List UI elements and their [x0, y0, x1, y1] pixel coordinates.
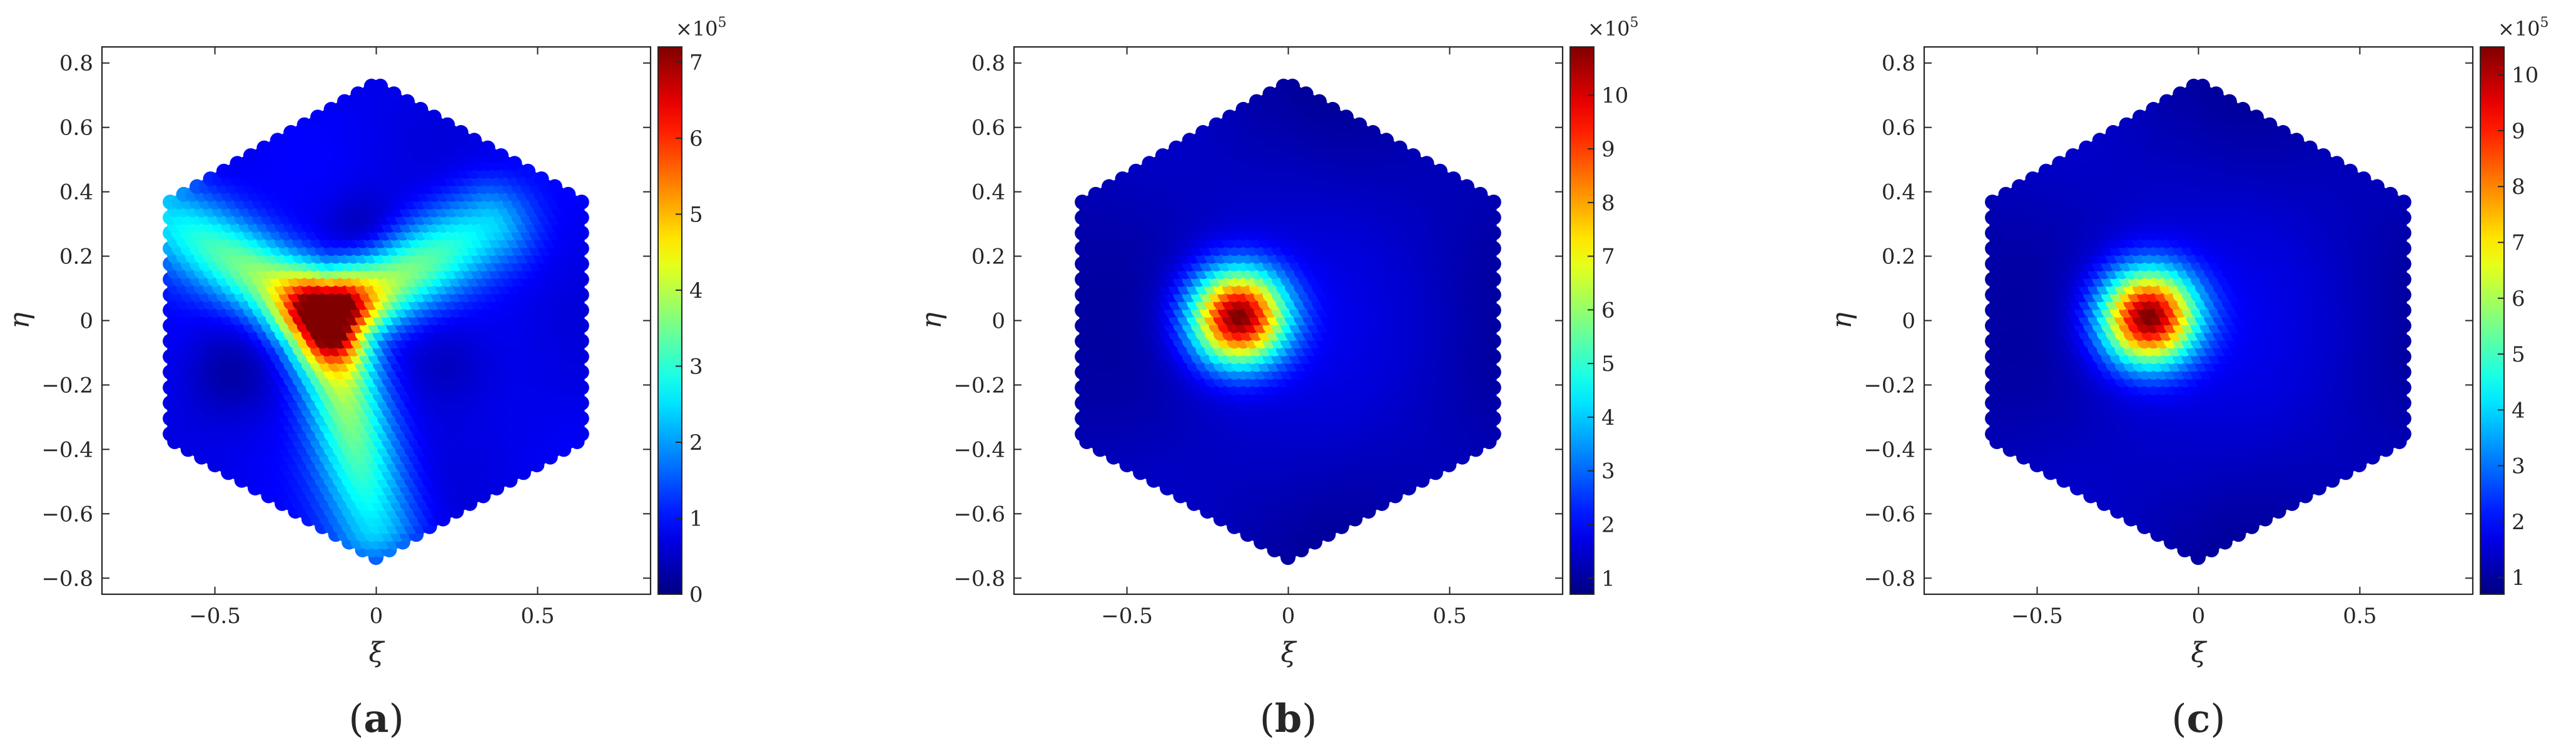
heatmap-cell — [467, 133, 482, 148]
y-tick-label: 0.8 — [971, 51, 1005, 76]
colorbar-tick-label: 6 — [689, 126, 703, 151]
colorbar-tick-label: 4 — [689, 278, 703, 303]
y-tick-label: −0.6 — [41, 502, 93, 527]
colorbar-tick-label: 2 — [689, 430, 703, 455]
heatmap-cell — [400, 94, 415, 109]
y-tick-label: 0.4 — [971, 180, 1005, 205]
heatmap-cell — [373, 78, 388, 94]
heatmap-cell — [440, 117, 455, 133]
colorbar-tick-label: 6 — [1601, 298, 1615, 323]
heatmap-cell — [1473, 186, 1488, 202]
y-tick-label: 0.2 — [59, 245, 93, 270]
y-tick-label: −0.6 — [953, 502, 1005, 527]
heatmap-cell — [1285, 78, 1301, 94]
y-tick-label: 0.8 — [59, 51, 93, 76]
heatmap-cell — [1298, 86, 1314, 102]
colorbar-tick-label: 7 — [1601, 245, 1615, 270]
heatmap-cell — [480, 140, 495, 156]
panels: −0.5 0 0.5 0.8 0.6 0.4 0.2 0 −0.2 −0.4 −0.6 −0.8 ξ η 0… — [4, 15, 2549, 741]
heatmap-cell — [453, 124, 469, 140]
x-axis-label: ξ — [1280, 637, 1297, 669]
heatmap-cell — [560, 186, 576, 202]
heatmap-cell — [386, 86, 402, 102]
y-axis-label: η — [4, 312, 36, 328]
panel-c: −0.5 0 0.50.80.60.40.20−0.2−0.4−0.6−0.8ξη1… — [1826, 15, 2549, 741]
heatmap-cell — [1352, 117, 1367, 133]
y-tick-label: −0.4 — [41, 437, 93, 462]
y-tick-label: −0.4 — [953, 437, 1005, 462]
panel-b: −0.5 0 0.5 0.8 0.6 0.4 0.2 0 −0.2 −0.4 −0.6 −0.8 ξ η 1… — [916, 15, 1639, 741]
heatmap-cell — [547, 179, 562, 195]
colorbar — [657, 46, 682, 595]
heatmap-cells — [163, 78, 589, 565]
y-tick-label: 0 — [79, 309, 93, 334]
y-tick-label: 0.6 — [971, 116, 1005, 141]
heatmap-cell — [1433, 163, 1448, 179]
colorbar-tick-label: 5 — [1601, 352, 1615, 377]
colorbar-tick-label: 3 — [1601, 459, 1615, 484]
panel-a: −0.5 0 0.5 0.8 0.6 0.4 0.2 0 −0.2 −0.4 −0.6 −0.8 ξ η 0… — [4, 15, 727, 741]
colorbar — [1569, 46, 1595, 595]
x-tick-label: −0.5 — [1101, 604, 1153, 629]
x-tick-label: −0.5 — [189, 604, 241, 629]
colorbar-tick-label: 9 — [1601, 137, 1615, 162]
colorbar-tick-label: 3 — [689, 354, 703, 379]
y-tick-label: −0.8 — [41, 566, 93, 591]
panel-label: (b) — [1260, 696, 1317, 741]
colorbar-tick-label: 8 — [1601, 191, 1615, 216]
colorbar-tick-label: 5 — [689, 202, 703, 227]
colorbar-tick-label: 0 — [689, 582, 703, 607]
heatmap-cell — [1419, 156, 1434, 171]
heatmap-cell — [1486, 195, 1501, 210]
heatmap-cell — [507, 156, 522, 171]
colorbar-multiplier: ×105 — [1588, 15, 1639, 41]
heatmap-cell — [1338, 109, 1354, 125]
heatmap-cell — [1446, 171, 1461, 186]
colorbar-tick-label: 1 — [689, 506, 703, 531]
colorbar-tick-label: 2 — [1601, 512, 1615, 537]
heatmap-cell — [426, 109, 442, 125]
heatmap-cell — [574, 195, 589, 210]
y-axis-label: η — [916, 312, 948, 328]
heatmap-cell — [1365, 124, 1381, 140]
x-tick-label: 0 — [370, 604, 383, 629]
panel-label: (a) — [348, 696, 404, 741]
heatmap-cell — [534, 171, 549, 186]
y-tick-label: 0.6 — [59, 116, 93, 141]
heatmap-cell — [1312, 94, 1327, 109]
colorbar-tick-label: 7 — [689, 50, 703, 75]
heatmap-cell — [1459, 179, 1474, 195]
x-tick-label: 0.5 — [1433, 604, 1466, 629]
y-tick-label: −0.2 — [41, 373, 93, 398]
y-tick-label: −0.2 — [953, 373, 1005, 398]
colorbar-tick-label: 1 — [1601, 566, 1615, 591]
heatmap-cell — [1325, 101, 1341, 117]
x-tick-label: 0.5 — [520, 604, 554, 629]
x-tick-label: 0 — [1282, 604, 1296, 629]
heatmap-cell — [1406, 148, 1421, 163]
heatmap-cell — [520, 163, 535, 179]
colorbar-multiplier: ×105 — [676, 15, 727, 41]
heatmap-cell — [1392, 140, 1407, 156]
heatmap-cell — [413, 101, 428, 117]
heatmap-cell — [1379, 133, 1394, 148]
heatmap-cell — [494, 148, 509, 163]
colorbar-tick-label: 4 — [1601, 405, 1615, 430]
colorbar-tick-label: 10 — [1601, 83, 1628, 108]
y-tick-label: 0 — [991, 309, 1005, 334]
x-axis-label: ξ — [368, 637, 385, 669]
y-tick-label: −0.8 — [953, 566, 1005, 591]
y-tick-label: 0.2 — [971, 245, 1005, 270]
y-tick-label: 0.4 — [59, 180, 93, 205]
